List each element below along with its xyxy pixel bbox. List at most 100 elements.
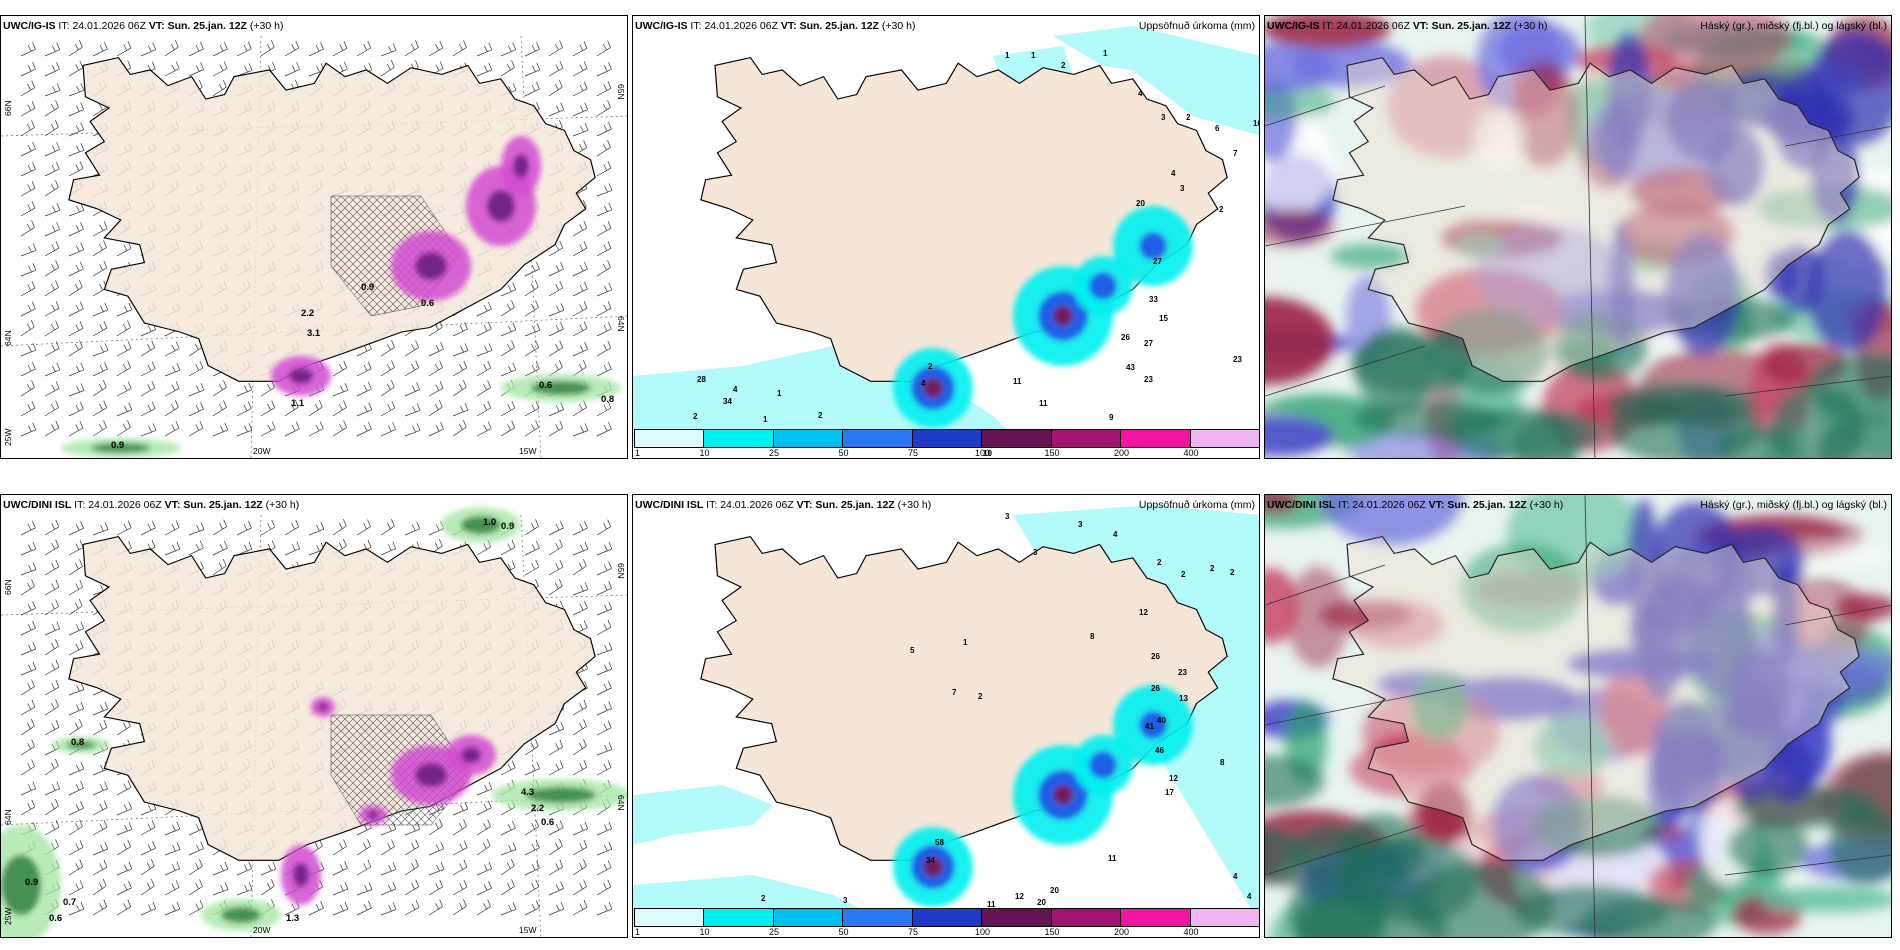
value-label: 0.9 xyxy=(361,282,374,293)
value-label: 2 xyxy=(1210,564,1215,573)
value-label: 26 xyxy=(1121,333,1130,342)
map-canvas: 0.6 0.8 0.9 0.5 2.2 3.1 0.6 0.9 1.1 xyxy=(1,35,627,458)
value-label: 2 xyxy=(1186,113,1191,122)
axis-label-y-right: 64N xyxy=(616,795,626,811)
value-label: 4 xyxy=(1113,530,1118,539)
value-label: 23 xyxy=(1144,375,1153,384)
colorbar-segment xyxy=(982,909,1052,926)
colorbar-tick: 200 xyxy=(1113,448,1130,458)
value-label: 1.3 xyxy=(286,913,299,924)
colorbar-segment xyxy=(773,909,844,926)
colorbar-tick: 200 xyxy=(1113,927,1130,937)
colorbar xyxy=(634,429,1259,448)
axis-label-corner: 25W xyxy=(3,428,13,446)
value-label: 0.6 xyxy=(539,380,552,391)
map-layer xyxy=(633,505,1259,925)
value-label: 0.8 xyxy=(601,394,614,405)
colorbar-segment xyxy=(635,909,705,926)
value-label: 11 xyxy=(987,900,996,909)
value-label: 9 xyxy=(1109,413,1114,422)
map-canvas xyxy=(1265,16,1891,458)
value-label: 7 xyxy=(1233,149,1238,158)
panel-header: UWC/IG-IS IT: 24.01.2026 06Z VT: Sun. 25… xyxy=(3,20,284,32)
map-panel-precip: UWC/IG-IS IT: 24.01.2026 06Z VT: Sun. 25… xyxy=(632,15,1260,459)
value-label: 41 xyxy=(1145,722,1154,731)
map-layer xyxy=(1265,495,1891,937)
value-label: 11 xyxy=(1108,854,1117,863)
value-label: 2 xyxy=(1157,558,1162,567)
value-label: 8 xyxy=(1220,758,1225,767)
panel-header: UWC/DINI ISL IT: 24.01.2026 06Z VT: Sun.… xyxy=(635,499,932,511)
value-label: 2 xyxy=(928,362,933,371)
map-canvas: 1121432643220273315262743231111910161023… xyxy=(633,26,1260,458)
value-label: 23 xyxy=(1233,355,1242,364)
value-label: 2 xyxy=(1219,205,1224,214)
axis-label-x: 15W xyxy=(519,925,537,935)
colorbar-segment xyxy=(1121,430,1191,447)
value-label: 2.2 xyxy=(301,308,314,319)
panel-right-title: Uppsöfnuð úrkoma (mm) xyxy=(1138,499,1255,511)
value-label: 0.8 xyxy=(71,737,84,748)
value-label: 5 xyxy=(910,646,915,655)
map-layer xyxy=(1265,16,1891,458)
value-label: 43 xyxy=(1126,363,1135,372)
colorbar-tick: 50 xyxy=(838,448,849,458)
value-label: 46 xyxy=(1155,746,1164,755)
colorbar-segment xyxy=(704,430,774,447)
value-label: 1 xyxy=(963,638,968,647)
value-label: 0.6 xyxy=(541,817,554,828)
value-label: 2 xyxy=(761,894,766,903)
axis-label-y-left: 66N xyxy=(3,100,13,116)
value-label: 3 xyxy=(1180,184,1185,193)
map-canvas xyxy=(1265,495,1891,937)
colorbar xyxy=(634,908,1259,927)
value-label: 3 xyxy=(843,896,848,905)
value-label: 10 xyxy=(983,449,992,458)
axis-label-y-right: 65N xyxy=(616,563,626,579)
colorbar-segment xyxy=(704,909,774,926)
value-label: 4.3 xyxy=(521,787,534,798)
colorbar-tick: 100 xyxy=(974,927,991,937)
value-label: 20 xyxy=(1037,898,1046,907)
map-panel-precip: UWC/DINI ISL IT: 24.01.2026 06Z VT: Sun.… xyxy=(632,494,1260,938)
map-panel-wind: UWC/DINI ISL IT: 24.01.2026 06Z VT: Sun.… xyxy=(0,494,628,938)
value-label: 4 xyxy=(921,379,926,388)
value-label: 2 xyxy=(1061,61,1066,70)
value-label: 1.0 xyxy=(483,517,496,528)
value-label: 26 xyxy=(1151,684,1160,693)
axis-label-y-right: 65N xyxy=(616,84,626,100)
value-label: 0.9 xyxy=(25,877,38,888)
axis-label-y-right: 64N xyxy=(616,316,626,332)
value-label: 4 xyxy=(1247,892,1252,901)
value-label: 3 xyxy=(1033,548,1038,557)
value-label: 2 xyxy=(978,692,983,701)
value-label: 27 xyxy=(1153,257,1162,266)
colorbar-tick: 75 xyxy=(907,448,919,458)
value-label: 0.6 xyxy=(49,913,62,924)
axis-label-y-left: 64N xyxy=(3,330,13,346)
value-label: 0.9 xyxy=(501,521,514,532)
value-label: 11 xyxy=(1039,399,1048,408)
value-label: 16 xyxy=(1253,119,1260,128)
value-label: 34 xyxy=(723,397,732,406)
value-label: 0.6 xyxy=(421,298,434,309)
panel-header: UWC/DINI ISL IT: 24.01.2026 06Z VT: Sun.… xyxy=(1267,499,1564,511)
colorbar-segment xyxy=(1121,909,1191,926)
colorbar-tick: 1 xyxy=(635,448,641,458)
map-layer xyxy=(1,35,627,458)
colorbar-tick: 75 xyxy=(907,927,919,937)
colorbar-segment xyxy=(982,430,1052,447)
value-label: 1 xyxy=(1103,49,1108,58)
value-label: 58 xyxy=(935,838,944,847)
value-label: 2 xyxy=(818,411,823,420)
value-label: 15 xyxy=(1159,314,1168,323)
value-label: 2 xyxy=(693,412,698,421)
value-label: 1 xyxy=(777,389,782,398)
colorbar-segment xyxy=(1051,430,1122,447)
value-label: 12 xyxy=(1139,608,1148,617)
value-label: 23 xyxy=(1178,668,1187,677)
value-label: 1.1 xyxy=(291,398,305,409)
value-label: 20 xyxy=(1050,886,1059,895)
axis-label-x: 20W xyxy=(253,446,271,456)
value-label: 12 xyxy=(1015,892,1024,901)
